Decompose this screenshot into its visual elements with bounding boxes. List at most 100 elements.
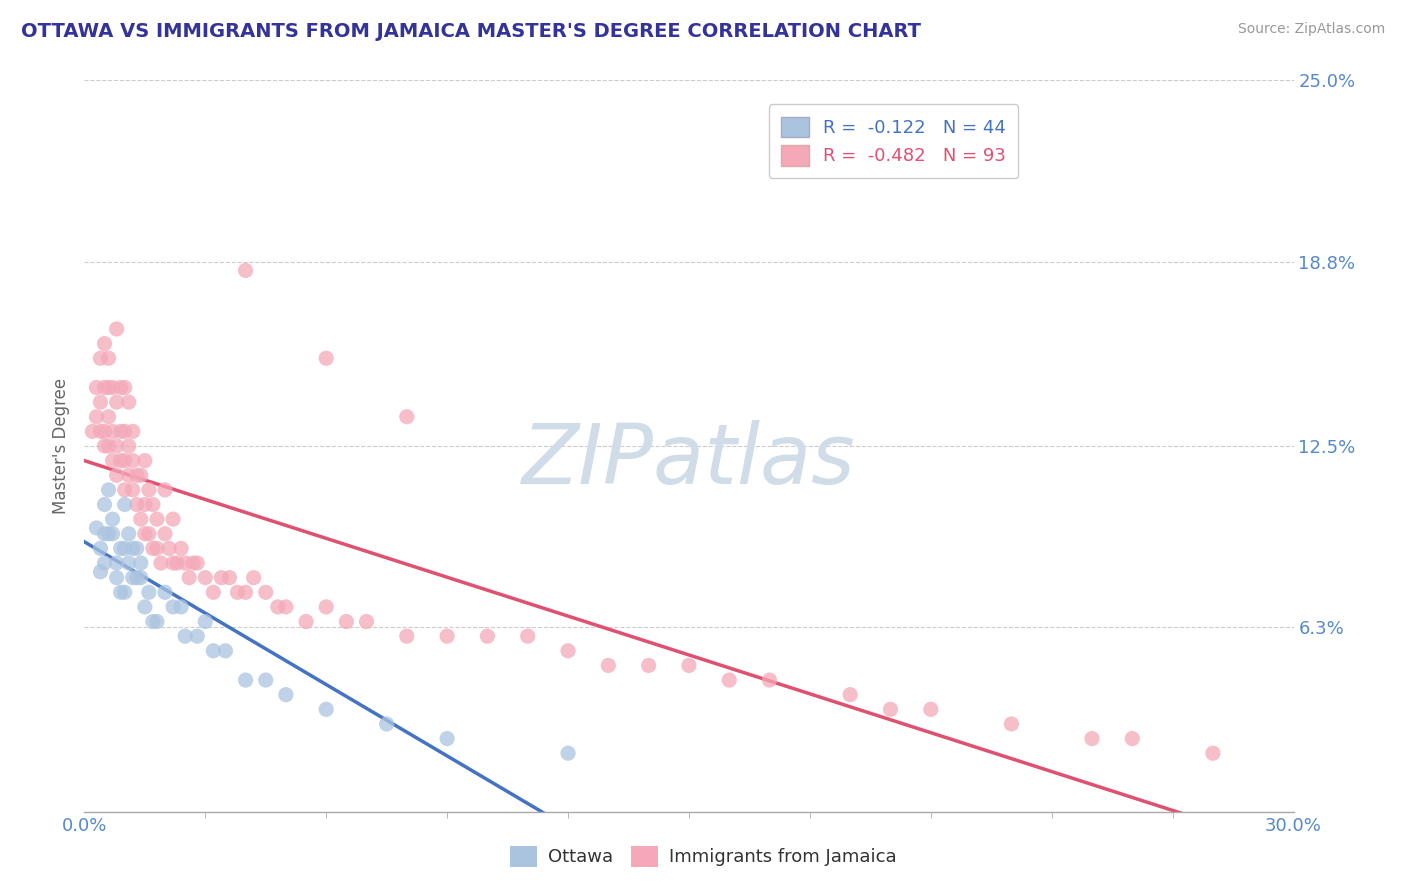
Point (101, 380, 124, 394)
Point (879, 702, 901, 716)
Point (82, 425, 104, 439)
Point (89, 351, 111, 366)
Point (118, 468, 141, 483)
Point (114, 541, 136, 556)
Point (149, 556, 172, 570)
Point (557, 644, 579, 658)
Point (678, 658, 700, 673)
Point (134, 599, 156, 614)
Point (134, 526, 156, 541)
Point (114, 453, 136, 467)
Point (138, 585, 160, 599)
Point (86, 409, 108, 424)
Point (356, 615, 378, 629)
Point (125, 468, 148, 483)
Point (315, 702, 337, 716)
Point (218, 571, 240, 585)
Point (758, 673, 780, 687)
Point (121, 425, 143, 439)
Point (93, 380, 115, 394)
Point (1081, 731, 1104, 746)
Text: Source: ZipAtlas.com: Source: ZipAtlas.com (1237, 22, 1385, 37)
Point (235, 585, 257, 599)
Point (114, 585, 136, 599)
Point (254, 673, 277, 687)
Point (839, 688, 862, 702)
Point (166, 556, 188, 570)
Point (101, 512, 124, 526)
Point (105, 571, 128, 585)
Point (114, 498, 136, 512)
Point (114, 380, 136, 394)
Point (162, 512, 184, 526)
Point (920, 702, 942, 716)
Point (179, 571, 201, 585)
Point (97, 526, 120, 541)
Point (214, 644, 236, 658)
Point (146, 541, 169, 556)
Point (598, 658, 620, 673)
Point (146, 615, 169, 629)
Point (1202, 746, 1225, 760)
Point (162, 599, 184, 614)
Point (110, 585, 132, 599)
Point (186, 556, 208, 570)
Point (1121, 731, 1143, 746)
Y-axis label: Master's Degree: Master's Degree (52, 378, 70, 514)
Point (202, 585, 225, 599)
Point (157, 541, 180, 556)
Point (105, 556, 128, 570)
Point (97, 351, 120, 366)
Point (174, 556, 197, 570)
Point (110, 453, 132, 467)
Point (718, 673, 741, 687)
Point (194, 615, 217, 629)
Point (110, 541, 132, 556)
Point (267, 599, 290, 614)
Point (86, 380, 108, 394)
Point (97, 483, 120, 497)
Point (121, 483, 143, 497)
Point (557, 746, 579, 760)
Point (153, 585, 176, 599)
Point (93, 526, 115, 541)
Point (93, 425, 115, 439)
Legend: Ottawa, Immigrants from Jamaica: Ottawa, Immigrants from Jamaica (502, 838, 904, 874)
Point (97, 439, 120, 453)
Point (134, 498, 156, 512)
Point (202, 644, 225, 658)
Point (118, 526, 141, 541)
Point (138, 526, 160, 541)
Point (93, 498, 115, 512)
Text: ZIPatlas: ZIPatlas (522, 420, 856, 501)
Point (105, 322, 128, 336)
Point (274, 688, 297, 702)
Point (235, 263, 257, 277)
Point (170, 599, 193, 614)
Point (335, 615, 357, 629)
Point (170, 541, 193, 556)
Point (129, 571, 152, 585)
Point (637, 658, 659, 673)
Point (129, 468, 152, 483)
Point (395, 409, 418, 424)
Point (97, 409, 120, 424)
Legend: R =  -0.122   N = 44, R =  -0.482   N = 93: R = -0.122 N = 44, R = -0.482 N = 93 (769, 104, 1018, 178)
Point (375, 717, 398, 731)
Point (110, 380, 132, 394)
Point (181, 556, 204, 570)
Point (89, 541, 111, 556)
Point (105, 395, 128, 409)
Point (1000, 717, 1022, 731)
Point (125, 498, 148, 512)
Point (142, 615, 165, 629)
Point (146, 512, 169, 526)
Point (114, 425, 136, 439)
Point (162, 556, 184, 570)
Point (516, 629, 538, 643)
Point (86, 521, 108, 535)
Point (436, 629, 458, 643)
Point (209, 571, 232, 585)
Point (395, 629, 418, 643)
Point (142, 541, 165, 556)
